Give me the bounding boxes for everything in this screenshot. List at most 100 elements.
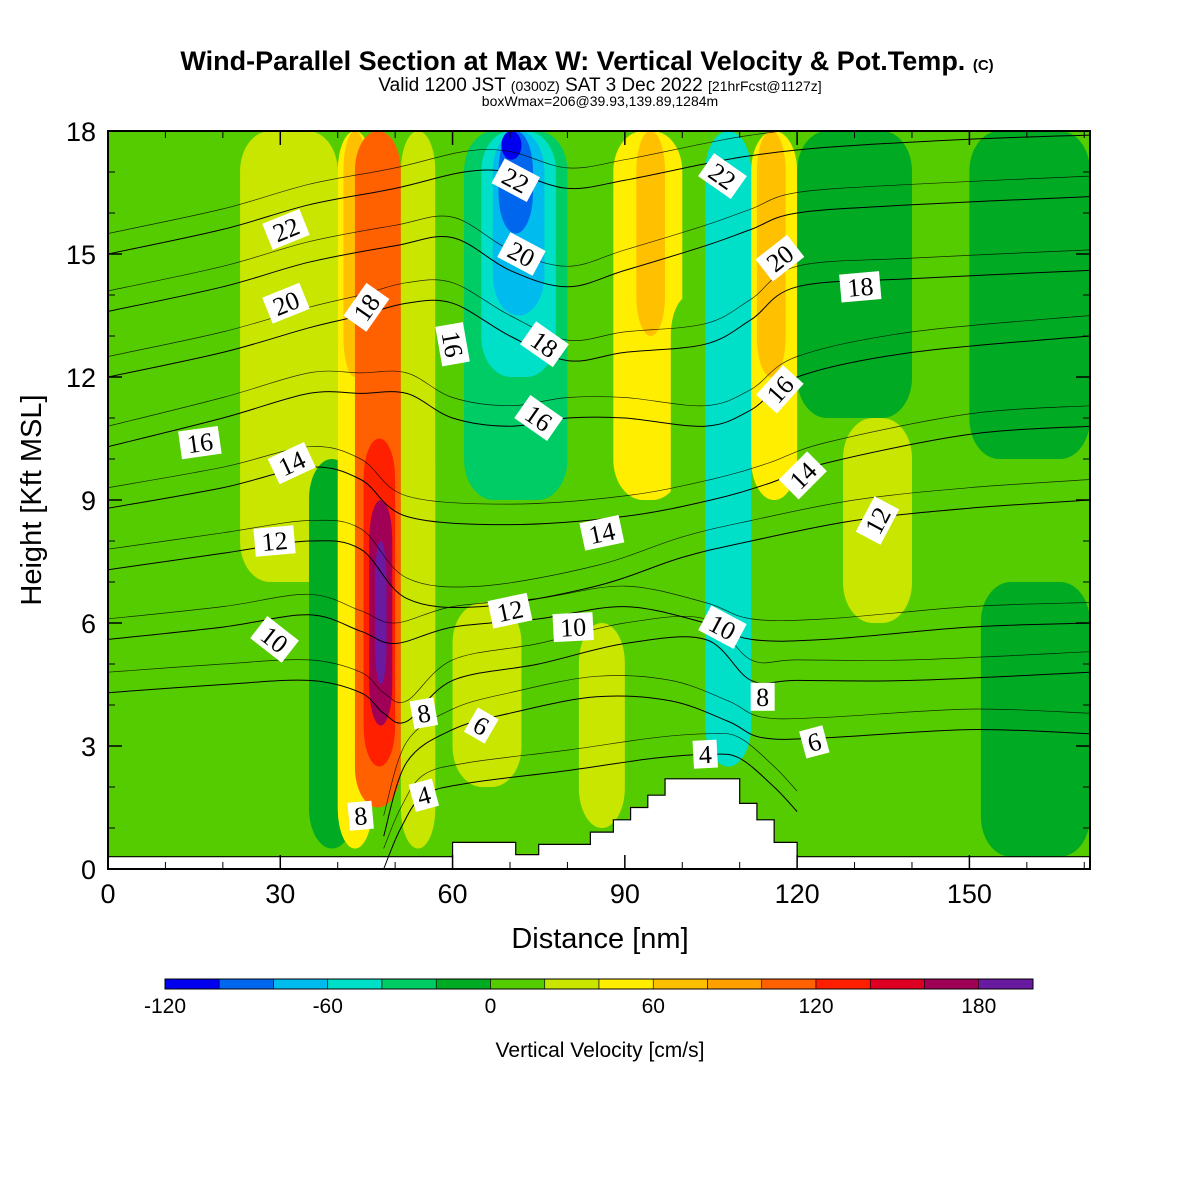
x-tick-label: 60 (438, 879, 468, 909)
colorbar-swatch (218, 978, 274, 990)
velocity-band (670, 295, 711, 767)
contour-label-text: 8 (415, 698, 433, 729)
velocity-band (969, 131, 1090, 459)
contour-label: 10 (552, 612, 594, 643)
colorbar-swatch (707, 978, 763, 990)
theta-contour-6 (383, 695, 1090, 837)
colorbar-swatch (490, 978, 546, 990)
colorbar-tick-label: 180 (961, 995, 996, 1018)
contour-label-text: 4 (698, 740, 712, 770)
colorbar-tick-label: 120 (798, 995, 833, 1018)
theta-contour-8 (108, 636, 1090, 724)
theta-contour-minor (108, 131, 786, 234)
velocity-band (375, 541, 387, 685)
contour-label: 16 (178, 425, 222, 459)
box-max-info: boxWmax=206@39.93,139.89,1284m (482, 93, 718, 109)
terrain-profile (108, 778, 1090, 869)
colorbar-swatch (652, 978, 708, 990)
contour-label-box (491, 158, 540, 202)
y-tick-label: 18 (66, 117, 96, 147)
velocity-band (435, 131, 465, 500)
terrain (108, 778, 1090, 869)
y-tick-label: 6 (81, 609, 96, 639)
velocity-band (713, 131, 737, 664)
colorbar-tick-label: 0 (485, 995, 497, 1018)
contour-label: 6 (799, 725, 830, 759)
colorbar-tick-label: -120 (144, 995, 186, 1018)
colorbar-swatch (273, 978, 329, 990)
contour-label-text: 10 (559, 612, 586, 642)
colorbar-swatch (869, 978, 925, 990)
velocity-band (578, 623, 625, 828)
contour-label: 16 (435, 322, 470, 367)
contour-label-box (855, 496, 900, 545)
velocity-band (567, 131, 614, 541)
contour-label-text: 8 (756, 683, 769, 712)
contour-label: 4 (692, 739, 718, 770)
theta-contour-minor (383, 675, 1090, 816)
x-tick-label: 150 (947, 879, 992, 909)
contour-label-text: 12 (260, 526, 288, 557)
chart-title: Wind-Parallel Section at Max W: Vertical… (180, 46, 993, 76)
contour-label-box (756, 365, 804, 414)
contour-label-box (799, 725, 830, 759)
contour-label: 18 (839, 271, 882, 303)
colorbar: -120 -60 0 60 120 180 (144, 978, 1034, 1018)
colorbar-swatch (598, 978, 654, 990)
y-tick-label: 9 (81, 486, 96, 516)
contour-label-text: 12 (494, 594, 525, 628)
valid-time: Valid 1200 JST (0300Z) SAT 3 Dec 2022 [2… (378, 75, 821, 96)
velocity-band (400, 131, 436, 849)
x-tick-label: 120 (775, 879, 820, 909)
contour-label-box (497, 232, 546, 276)
colorbar-swatch (327, 978, 383, 990)
colorbar-swatch (544, 978, 600, 990)
contour-label-box (514, 395, 564, 441)
contour-label: 4 (408, 778, 440, 812)
colorbar-title: Vertical Velocity [cm/s] (496, 1039, 705, 1062)
y-tick-label: 15 (66, 240, 96, 270)
contour-label-text: 16 (185, 427, 215, 459)
velocity-band (108, 131, 281, 869)
contour-label-box (552, 612, 594, 643)
contour-label-box (750, 682, 775, 711)
colorbar-swatch (761, 978, 817, 990)
contour-label-text: 16 (436, 329, 469, 360)
contour-label-text: 18 (846, 272, 874, 303)
colorbar-tick-label: -60 (313, 995, 343, 1018)
theta-contour-minor (108, 175, 1090, 292)
y-tick-label: 0 (81, 855, 96, 885)
colorbar-swatch (978, 978, 1034, 990)
velocity-band (980, 582, 1090, 857)
colorbar-tick-label: 60 (642, 995, 665, 1018)
velocity-band (240, 131, 338, 582)
theta-contour-minor (108, 315, 1090, 427)
contour-label: 12 (487, 592, 533, 629)
contour-label-box (262, 208, 310, 250)
x-tick-label: 30 (265, 879, 295, 909)
contour-label-box (408, 778, 440, 812)
contour-label-box (692, 739, 718, 769)
velocity-band (636, 131, 666, 336)
y-axis: 0 3 6 9 12 15 18 (66, 117, 1090, 885)
contour-label: 12 (253, 525, 296, 557)
contour-label-box (343, 282, 390, 332)
contour-label-text: 14 (586, 516, 617, 550)
contour-label-box (463, 707, 499, 744)
colorbar-swatch (435, 978, 491, 990)
y-tick-label: 12 (66, 363, 96, 393)
contour-label: 10 (250, 616, 299, 663)
vertical-velocity-field (108, 131, 1090, 869)
colorbar-swatch (381, 978, 437, 990)
contour-label-box (347, 800, 374, 831)
contour-label-box (698, 153, 747, 200)
contour-label: 8 (750, 682, 775, 712)
y-tick-label: 3 (81, 732, 96, 762)
theta-contour-4 (383, 753, 798, 869)
contour-label-box (253, 525, 296, 557)
contour-label-box (262, 282, 310, 324)
theta-contour-22 (108, 134, 1090, 255)
x-tick-label: 0 (100, 879, 115, 909)
theta-contour-minor (108, 479, 1090, 588)
x-tick-label: 90 (610, 879, 640, 909)
